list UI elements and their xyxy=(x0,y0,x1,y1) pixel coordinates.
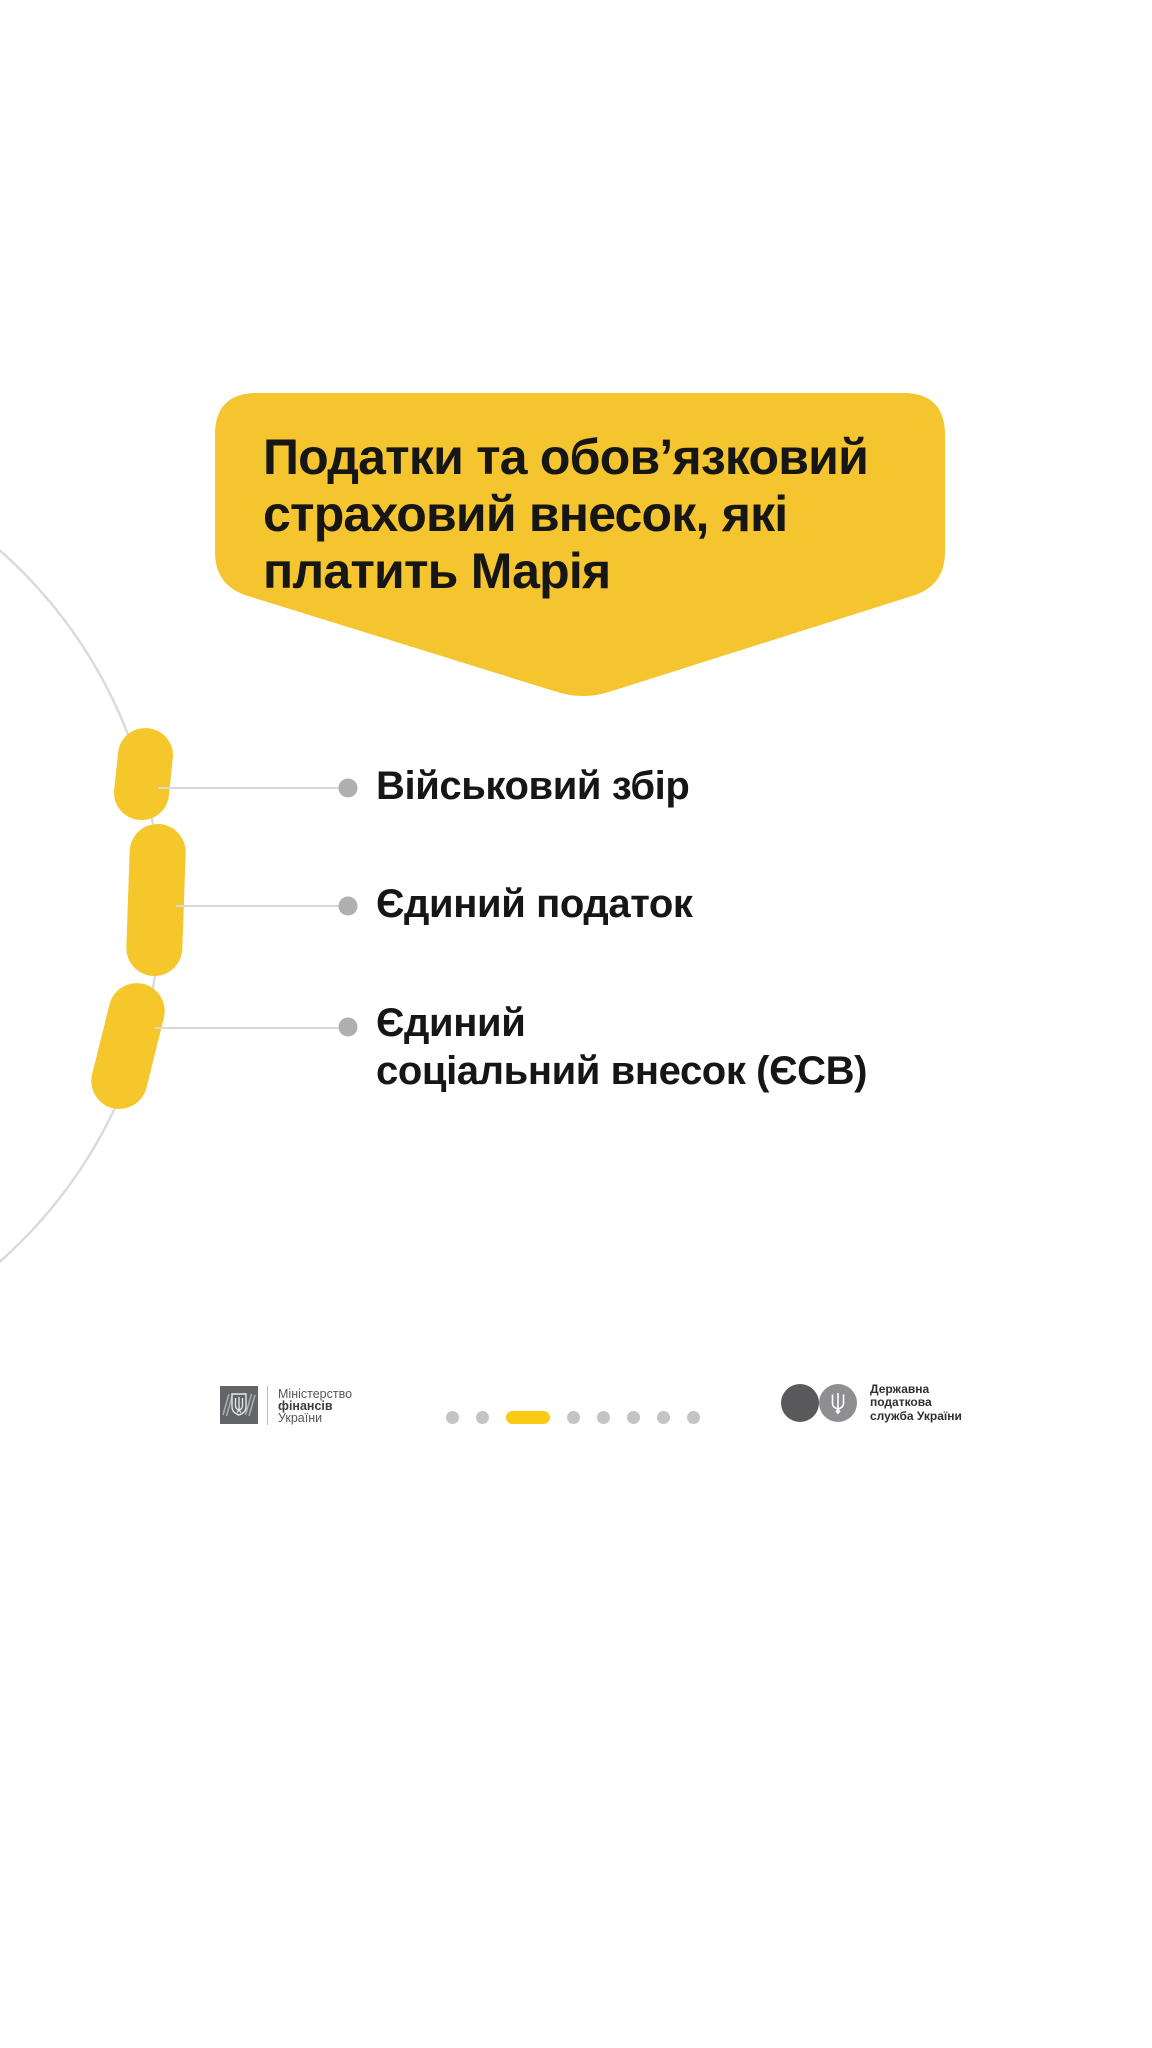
page-dot-3-active xyxy=(506,1411,550,1424)
title-banner-text: Податки та обов’язковий страховий внесок… xyxy=(263,429,963,600)
tax-service-icon-svg xyxy=(781,1384,857,1423)
logo-divider xyxy=(267,1386,268,1425)
minfin-text-line-1: Міністерство xyxy=(278,1387,353,1401)
connector-lines xyxy=(155,787,339,1029)
list-item-single-tax: Єдиний податок xyxy=(376,880,693,928)
bullet-dot-2 xyxy=(338,896,358,916)
list-item-label: Військовий збір xyxy=(376,764,690,808)
finger-pill-1 xyxy=(114,728,173,821)
minfin-logo xyxy=(220,1386,258,1424)
tax-service-logo-text: Державна податкова служба України xyxy=(870,1382,962,1423)
list-item-military-levy: Військовий збір xyxy=(376,762,690,810)
minfin-logo-block: Міністерство фінансів України xyxy=(220,1386,352,1425)
page-dot-6 xyxy=(627,1411,640,1424)
tax-service-logo-block: Державна податкова служба України xyxy=(781,1382,962,1423)
minfin-logo-text: Міністерство фінансів України xyxy=(278,1386,352,1425)
page-dot-2 xyxy=(476,1411,489,1424)
state-tax-service-circles-icon xyxy=(781,1384,857,1423)
title-line-1: Податки та обов’язковий xyxy=(263,429,869,485)
minfin-text-line-2: фінансів xyxy=(278,1399,333,1414)
bullet-dot-3 xyxy=(338,1017,358,1037)
title-banner-shape xyxy=(215,393,945,696)
tax-text-line-1: Державна xyxy=(870,1382,930,1396)
finger-pill-2 xyxy=(126,824,186,976)
minfin-text-line-3: України xyxy=(278,1411,323,1426)
list-item-label: Єдиний податок xyxy=(376,882,693,926)
tax-text-line-2: податкова xyxy=(870,1395,932,1410)
list-item-social-contribution: Єдиний соціальний внесок (ЄСВ) xyxy=(376,999,867,1095)
title-line-2: страховий внесок, які xyxy=(263,486,788,542)
hand-fingers-illustration xyxy=(91,728,186,1109)
page-dot-4 xyxy=(567,1411,580,1424)
page-dot-5 xyxy=(597,1411,610,1424)
list-item-label-line-2: соціальний внесок (ЄСВ) xyxy=(376,1049,868,1093)
pagination-dots xyxy=(446,1411,700,1424)
finger-pill-3 xyxy=(91,983,165,1109)
tax-text-line-3: служба України xyxy=(870,1408,962,1423)
page-dot-7 xyxy=(657,1411,670,1424)
bullet-dot-1 xyxy=(338,778,358,798)
title-line-3: платить Марія xyxy=(263,543,611,599)
list-item-label-line-1: Єдиний xyxy=(376,1001,526,1045)
bullet-dots xyxy=(338,778,358,1037)
ukraine-trident-shield-icon xyxy=(220,1386,258,1424)
page-dot-1 xyxy=(446,1411,459,1424)
page-dot-8 xyxy=(687,1411,700,1424)
